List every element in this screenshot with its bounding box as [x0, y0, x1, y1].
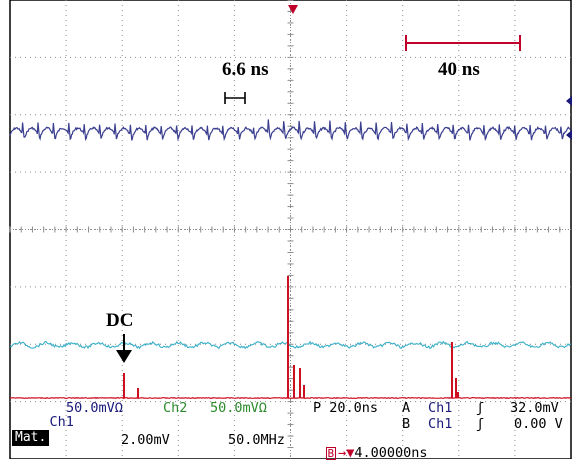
math-span-readout[interactable]: 50.0MHz [228, 432, 285, 448]
math-fft-spectrum [9, 276, 572, 400]
trigger-a-slope-icon[interactable]: ʃ [476, 400, 485, 416]
delay-arrow-icon: →▼ [338, 444, 355, 461]
ch2-readout[interactable]: Ch2 [163, 400, 188, 416]
ch1-waveform-line [9, 119, 571, 142]
oscilloscope-display: 6.6 ns 40 ns DC Ch1 50.0mVΩ Ch2 50.0mVΩ … [9, 0, 572, 460]
ch2-waveform-line [9, 340, 571, 350]
math-channel-badge[interactable]: Mat. [12, 430, 50, 447]
ch1-scale-readout[interactable]: 50.0mVΩ [66, 400, 123, 416]
delay-b-box: B [325, 446, 337, 460]
trigger-a-label: A [402, 400, 411, 416]
ch1-waveform [9, 119, 571, 142]
ch1-level-marker[interactable] [566, 96, 572, 106]
period-label: 6.6 ns [222, 59, 269, 80]
dc-label: DC [106, 310, 134, 331]
delay-readout[interactable]: B →▼4.00000ns [293, 433, 428, 474]
ch1-label: Ch1 [49, 413, 74, 430]
trigger-b-slope-icon[interactable]: ʃ [476, 416, 485, 432]
math-scale-readout[interactable]: 2.00mV [121, 432, 170, 448]
dc-arrow [116, 334, 132, 363]
timebase-readout[interactable]: P 20.0ns [313, 400, 379, 416]
math-baseline [9, 396, 572, 400]
trigger-b-level[interactable]: 0.00 V [514, 416, 563, 432]
waveform-canvas [9, 0, 572, 460]
period-bracket-6-6ns [224, 92, 246, 104]
trigger-position-marker[interactable] [288, 5, 298, 14]
trigger-a-level[interactable]: 32.0mV [510, 400, 559, 416]
trigger-b-label: B [402, 416, 411, 432]
scale-bar-40ns [405, 35, 521, 51]
ch1-readout[interactable]: Ch1 [17, 402, 74, 443]
delay-value: 4.00000ns [354, 444, 428, 461]
ch2-waveform [9, 340, 571, 350]
ch2-scale-readout[interactable]: 50.0mVΩ [210, 400, 267, 416]
trigger-b-source[interactable]: Ch1 [428, 416, 453, 432]
scale-label: 40 ns [438, 59, 480, 80]
trigger-level-marker[interactable] [566, 130, 572, 140]
trigger-a-source[interactable]: Ch1 [428, 400, 453, 416]
